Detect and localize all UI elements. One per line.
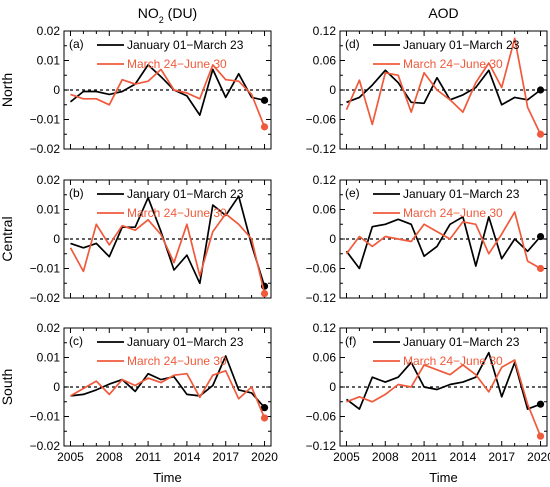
series-line — [69, 213, 266, 294]
series-line — [345, 351, 541, 410]
y-tick-label: 0 — [329, 380, 336, 394]
series-line — [70, 195, 266, 287]
y-tick-label: −0.02 — [30, 142, 61, 156]
x-tick-label: 2008 — [96, 450, 123, 464]
y-tick-label: −0.06 — [306, 262, 337, 276]
panel-d: −0.12 −0.06 0 0.06 0.12 (d) January 01−March 2… — [306, 24, 548, 156]
panel-f: −0.12 −0.06 0 0.06 0.12 2005 2008 2011 2014 2017 2… — [306, 321, 550, 464]
y-tick-label: 0.02 — [37, 173, 61, 187]
panel-tag: (d) — [345, 37, 360, 51]
panel-tag: (a) — [69, 37, 84, 51]
y-tick-label: 0.12 — [313, 24, 337, 38]
y-tick-label: 0.02 — [37, 321, 61, 335]
panel-c: −0.02 −0.01 0 0.01 0.02 2005 2008 2011 2014 2017 2… — [30, 321, 279, 464]
series-line — [70, 64, 266, 128]
y-tick-label: −0.01 — [30, 113, 61, 127]
legend-label: January 01−March 23 — [127, 187, 244, 201]
y-tick-label: 0.01 — [37, 203, 61, 217]
series-line — [69, 64, 265, 116]
legend-label: January 01−March 23 — [127, 38, 244, 52]
panel-e: −0.12 −0.06 0 0.06 0.12 (e) January 01−March 2… — [306, 173, 548, 305]
x-tick-label: 2014 — [174, 450, 201, 464]
legend-label: March 24−June 30 — [127, 354, 227, 368]
panel-a: −0.02 −0.01 0 0.01 0.02 (a) January 01−March 2… — [30, 24, 272, 156]
x-tick-label: 2020 — [527, 450, 550, 464]
x-tick-label: 2005 — [57, 450, 84, 464]
x-axis-title: Time — [429, 470, 457, 485]
legend-label: March 24−June 30 — [127, 57, 227, 71]
series-end-point — [536, 264, 545, 273]
x-tick-label: 2014 — [450, 450, 477, 464]
x-tick-label: 2017 — [488, 450, 515, 464]
legend-label: January 01−March 23 — [403, 38, 520, 52]
y-tick-label: −0.01 — [30, 410, 61, 424]
legend-label: January 01−March 23 — [403, 335, 520, 349]
legend-label: January 01−March 23 — [127, 335, 244, 349]
y-tick-label: 0 — [53, 83, 60, 97]
panel-tag: (c) — [69, 334, 83, 348]
y-tick-label: −0.06 — [306, 113, 337, 127]
series-end-point — [260, 414, 269, 422]
column-title: NO2 (DU) — [138, 5, 197, 25]
row-label: North — [0, 73, 15, 107]
y-tick-label: −0.12 — [306, 291, 337, 305]
x-tick-label: 2011 — [135, 450, 161, 464]
legend-label: March 24−June 30 — [127, 206, 227, 220]
y-tick-label: 0.01 — [37, 54, 61, 68]
y-tick-label: −0.02 — [30, 291, 61, 305]
y-tick-label: 0 — [329, 232, 336, 246]
y-tick-label: −0.02 — [30, 439, 61, 453]
row-label: South — [0, 369, 15, 406]
y-tick-label: −0.06 — [306, 410, 337, 424]
series-line — [70, 369, 266, 419]
series-line — [345, 216, 542, 270]
y-tick-label: −0.01 — [30, 262, 61, 276]
series-line — [346, 69, 542, 106]
y-tick-label: 0.02 — [37, 24, 61, 38]
y-tick-label: 0.06 — [313, 351, 337, 365]
series-end-point — [260, 123, 269, 131]
y-tick-label: 0.06 — [313, 54, 337, 68]
y-tick-label: −0.12 — [306, 439, 337, 453]
y-tick-label: 0 — [53, 232, 60, 246]
series-end-point — [260, 96, 269, 104]
x-tick-label: 2020 — [251, 450, 278, 464]
y-tick-label: −0.12 — [306, 142, 337, 156]
legend-label: March 24−June 30 — [403, 354, 503, 368]
series-end-point — [536, 432, 545, 440]
legend-label: March 24−June 30 — [403, 57, 503, 71]
x-axis-title: Time — [153, 470, 181, 485]
series-line — [345, 37, 542, 135]
legend-label: January 01−March 23 — [403, 187, 520, 201]
row-label: Central — [0, 216, 15, 261]
series-end-point — [536, 400, 545, 408]
y-tick-label: 0 — [53, 380, 60, 394]
x-tick-label: 2008 — [372, 450, 399, 464]
y-tick-label: 0.12 — [313, 321, 337, 335]
series-end-point — [536, 232, 545, 241]
series-end-point — [536, 86, 545, 94]
panel-tag: (b) — [69, 186, 84, 200]
series-end-point — [536, 130, 545, 138]
y-tick-label: 0 — [329, 83, 336, 97]
x-tick-label: 2011 — [411, 450, 437, 464]
x-tick-label: 2005 — [333, 450, 360, 464]
panel-tag: (e) — [345, 186, 360, 200]
y-tick-label: 0.01 — [37, 351, 61, 365]
series-line — [345, 211, 541, 270]
series-line — [346, 359, 542, 437]
series-end-point — [260, 404, 269, 412]
x-tick-label: 2017 — [212, 450, 239, 464]
y-tick-label: 0.06 — [313, 203, 337, 217]
column-title: AOD — [428, 5, 458, 21]
panel-b: −0.02 −0.01 0 0.01 0.02 (b) January 01−March 2… — [30, 173, 272, 305]
legend-label: March 24−June 30 — [403, 206, 503, 220]
y-tick-label: 0.12 — [313, 173, 337, 187]
series-end-point — [260, 289, 269, 298]
panel-tag: (f) — [345, 334, 356, 348]
